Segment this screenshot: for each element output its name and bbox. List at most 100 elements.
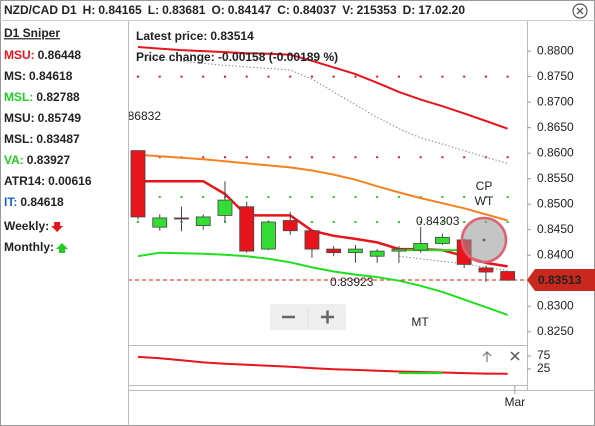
y-tick-label: 0.8800 xyxy=(537,43,574,57)
trend-arrow xyxy=(51,222,64,232)
latest-price: Latest price: 0.83514 xyxy=(136,29,254,43)
y-tick-label: 0.8650 xyxy=(537,120,574,134)
y-tick-label: 0.8250 xyxy=(537,324,574,338)
indicator-label: MSU: xyxy=(4,111,35,125)
trend-label: Weekly: xyxy=(4,219,49,233)
candle-body xyxy=(435,236,450,244)
annotation: 0.86832 xyxy=(118,109,162,123)
header-label: L: xyxy=(148,3,159,17)
candle-body xyxy=(326,248,342,254)
candle-body xyxy=(174,217,189,220)
indicator-row: MSU: 0.86448 xyxy=(4,48,81,62)
y-tick-label: 0.8550 xyxy=(537,171,574,185)
trend-label: Monthly: xyxy=(4,240,54,254)
indicator-row: MSL: 0.83487 xyxy=(4,132,80,146)
header-value: 215353 xyxy=(357,3,397,17)
y-tick-label: 0.8700 xyxy=(537,94,574,108)
indicator-value: 0.85749 xyxy=(38,111,82,125)
y-tick-label: 0.8750 xyxy=(537,69,574,83)
header-label: V: xyxy=(342,3,353,17)
price-tag-label: 0.83513 xyxy=(538,273,582,287)
indicator-value: 0.83927 xyxy=(27,153,71,167)
candle-body xyxy=(195,216,211,227)
candle-body xyxy=(500,271,516,281)
candle-body xyxy=(348,248,363,254)
indicator-line xyxy=(137,153,508,222)
header-label: D: xyxy=(403,3,416,17)
candle-body xyxy=(130,150,146,218)
candle-body xyxy=(152,217,168,228)
indicator-row: VA: 0.83927 xyxy=(4,153,70,167)
y-tick-label: 0.8450 xyxy=(537,222,574,236)
price-change: Price change: -0.00158 (-0.00189 %) xyxy=(136,50,338,64)
symbol: NZD/CAD D1 xyxy=(4,3,77,17)
indicator-line xyxy=(137,251,508,316)
close-x[interactable] xyxy=(576,7,584,15)
indicator-label: VA: xyxy=(4,153,24,167)
indicator-label: MSL: xyxy=(4,132,33,146)
cp-marker-dot xyxy=(482,238,486,242)
indicator-value: 0.83487 xyxy=(36,132,80,146)
indicator-value: 0.84618 xyxy=(20,195,64,209)
close-button[interactable] xyxy=(572,3,588,19)
latest-price-value: 0.83514 xyxy=(210,29,254,43)
header-value: 0.84147 xyxy=(228,3,272,17)
header-text: NZD/CAD D1 H: 0.84165 L: 0.83681 O: 0.84147 C: 0… xyxy=(4,3,465,17)
y-tick-label: 0.8500 xyxy=(537,196,574,210)
indicator-row: IT: 0.84618 xyxy=(4,195,64,209)
annotation: 0.84303 xyxy=(416,214,460,228)
osc-line xyxy=(137,355,508,375)
x-tick-label: Mar xyxy=(504,395,525,409)
candle-body xyxy=(391,248,407,252)
candle-body xyxy=(239,206,255,252)
header-value: 17.02.20 xyxy=(418,3,465,17)
candle-body xyxy=(304,230,320,250)
candle-body xyxy=(217,199,233,216)
indicator-line xyxy=(137,46,508,130)
annotation: 0.83923 xyxy=(330,275,374,289)
header-label: H: xyxy=(83,3,96,17)
latest-price-label: Latest price: xyxy=(136,29,207,43)
trend-arrow xyxy=(56,243,68,253)
header-label: O: xyxy=(211,3,224,17)
indicator-label: MSU: xyxy=(4,48,35,62)
indicator-label: IT: xyxy=(4,195,17,209)
indicator-value: 0.00616 xyxy=(48,174,92,188)
indicator-label: MS: xyxy=(4,69,26,83)
annotation: WT xyxy=(475,194,494,208)
candle-body xyxy=(413,243,429,251)
annotation: MT xyxy=(411,315,429,329)
osc-expand[interactable] xyxy=(482,351,492,362)
candle-body xyxy=(261,221,276,250)
header-value: 0.84165 xyxy=(98,3,142,17)
indicator-label: MSL: xyxy=(4,90,33,104)
zoom-in[interactable] xyxy=(321,310,334,324)
candle-body xyxy=(369,250,385,257)
osc-tick-label: 25 xyxy=(537,361,551,375)
annotation: CP xyxy=(476,179,493,193)
candle-body xyxy=(282,220,298,232)
y-tick-label: 0.8400 xyxy=(537,247,574,261)
indicator-value: 0.82788 xyxy=(36,90,80,104)
indicator-label: ATR14: xyxy=(4,174,45,188)
indicator-line xyxy=(138,179,508,268)
candle-body xyxy=(478,267,494,273)
osc-tick-label: 75 xyxy=(537,348,551,362)
header-value: 0.83681 xyxy=(162,3,206,17)
indicator-value: 0.84618 xyxy=(29,69,73,83)
indicator-row: ATR14: 0.00616 xyxy=(4,174,92,188)
indicator-row: MS: 0.84618 xyxy=(4,69,73,83)
osc-close[interactable] xyxy=(510,351,520,361)
y-tick-label: 0.8600 xyxy=(537,145,574,159)
indicator-value: 0.86448 xyxy=(38,48,82,62)
indicator-row: MSL: 0.82788 xyxy=(4,90,80,104)
indicator-line xyxy=(137,56,508,164)
sidebar-title: D1 Sniper xyxy=(4,26,60,40)
y-tick-label: 0.8300 xyxy=(537,298,574,312)
overlay: 0.8800 0.8750 0.8700 0.8650 0.8600 0.8550 0.85… xyxy=(128,21,595,426)
indicator-row: MSU: 0.85749 xyxy=(4,111,81,125)
header-value: 0.84037 xyxy=(293,3,337,17)
